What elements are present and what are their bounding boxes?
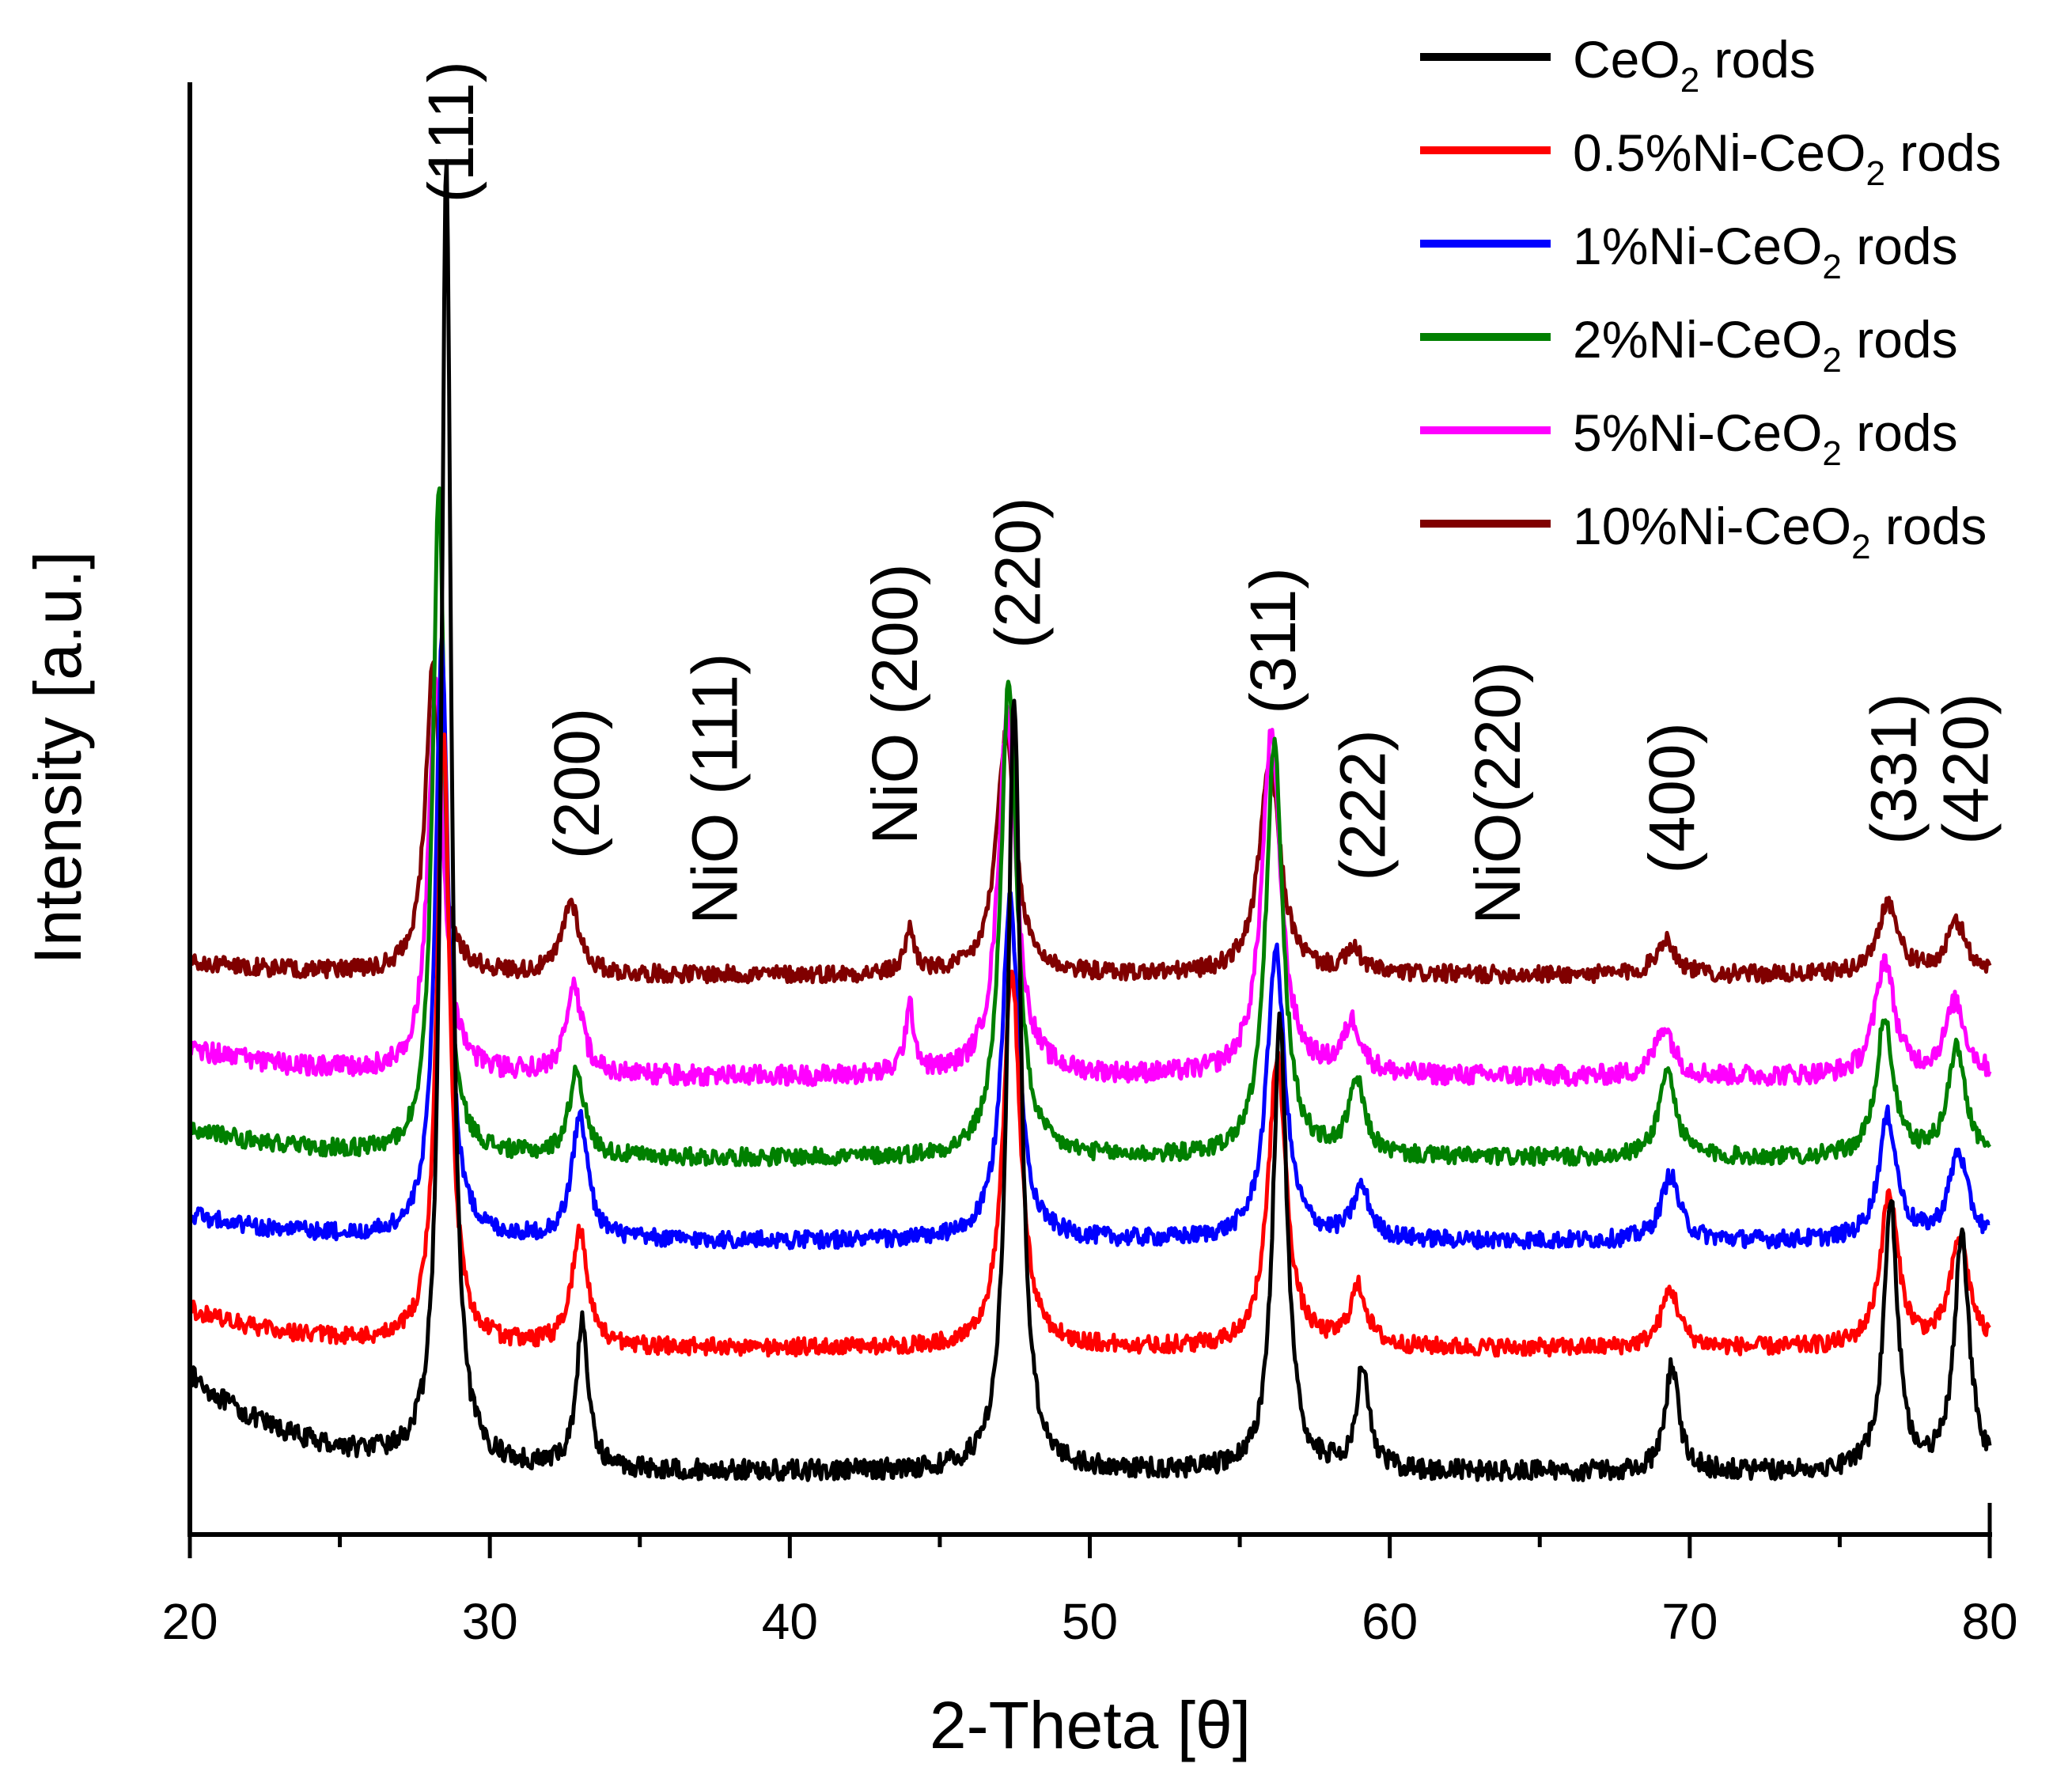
peak-label: (222) bbox=[1328, 729, 1400, 880]
series-layer bbox=[188, 159, 1992, 1482]
series-line-4 bbox=[188, 676, 1992, 1088]
legend-label: 2%Ni-CeO2 rods bbox=[1573, 310, 1958, 380]
x-axis-label: 2-Theta [θ] bbox=[930, 1688, 1251, 1762]
x-tick-label: 40 bbox=[762, 1593, 818, 1650]
series-line-1 bbox=[188, 732, 1991, 1358]
x-tick-label: 80 bbox=[1961, 1593, 2017, 1650]
peak-label: (400) bbox=[1636, 722, 1708, 873]
x-tick-label: 50 bbox=[1062, 1593, 1118, 1650]
peak-label: (220) bbox=[983, 498, 1055, 649]
legend-label: CeO2 rods bbox=[1573, 30, 1816, 100]
peak-label: (331) bbox=[1858, 693, 1930, 844]
peak-label: NiO (111) bbox=[680, 653, 752, 925]
x-tick-label: 70 bbox=[1661, 1593, 1718, 1650]
peak-annotations: (111) (200) NiO (111) NiO (200) (220) (311) (2… bbox=[415, 61, 2002, 925]
peak-label: (420) bbox=[1930, 693, 2002, 844]
legend-label: 5%Ni-CeO2 rods bbox=[1573, 403, 1958, 473]
x-tick-label: 20 bbox=[161, 1593, 218, 1650]
series-line-2 bbox=[188, 635, 1991, 1251]
peak-label: (311) bbox=[1237, 567, 1309, 713]
legend-label: 1%Ni-CeO2 rods bbox=[1573, 217, 1958, 286]
series-line-3 bbox=[188, 486, 1991, 1167]
series-line-0 bbox=[188, 159, 1992, 1482]
y-axis-label: Intensity [a.u.] bbox=[21, 551, 95, 965]
peak-label: NiO(220) bbox=[1462, 661, 1534, 925]
peak-label: NiO (200) bbox=[859, 563, 931, 844]
series-line-5 bbox=[188, 660, 1992, 986]
peak-label: (200) bbox=[541, 708, 613, 859]
peak-label: (111) bbox=[415, 61, 487, 202]
legend-label: 10%Ni-CeO2 rods bbox=[1573, 497, 1987, 566]
x-tick-label: 60 bbox=[1362, 1593, 1418, 1650]
legend-label: 0.5%Ni-CeO2 rods bbox=[1573, 123, 2002, 193]
legend: CeO2 rods 0.5%Ni-CeO2 rods 1%Ni-CeO2 rods 2… bbox=[1420, 30, 2002, 566]
x-tick-label: 30 bbox=[462, 1593, 518, 1650]
x-ticks: 20 30 40 50 60 70 80 bbox=[161, 1535, 2018, 1650]
